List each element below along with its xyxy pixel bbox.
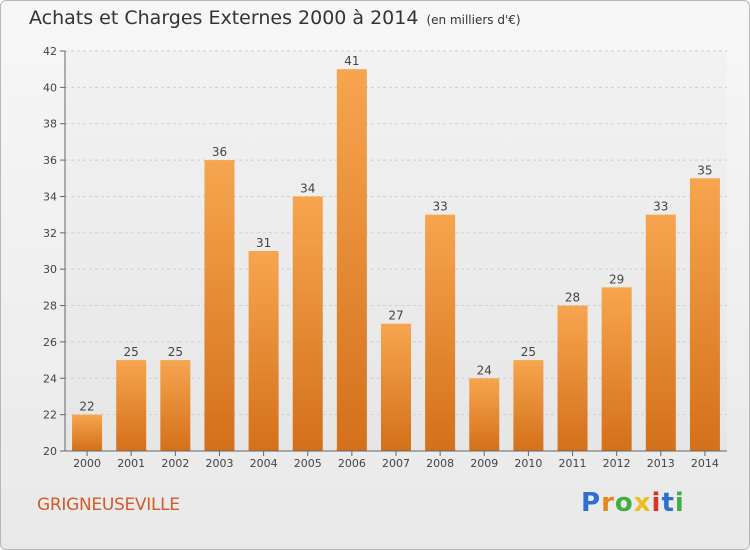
data-labels: 22 25 25 36 31 34 41 27 33 24 25 28 29 33 35: [79, 54, 712, 413]
commune-name: GRIGNEUSEVILLE: [37, 495, 180, 515]
logo-letter: i: [674, 488, 685, 518]
x-tick-label-2014: 2014: [691, 457, 719, 470]
bar-2005: [292, 196, 323, 451]
value-label-2003: 36: [212, 145, 227, 159]
proxiti-logo[interactable]: Proxiti: [581, 488, 685, 518]
x-tick-label-2004: 2004: [250, 457, 278, 470]
bar-2014: [689, 178, 720, 452]
logo-letter: x: [633, 488, 652, 518]
y-tick-label: 40: [43, 81, 57, 94]
x-tick-label-2003: 2003: [205, 457, 233, 470]
x-tick-label-2007: 2007: [382, 457, 410, 470]
y-tick-label: 32: [43, 227, 57, 240]
bar-2013: [645, 214, 676, 451]
bar-2006: [336, 69, 367, 451]
x-tick-label-2005: 2005: [294, 457, 322, 470]
bar-2008: [425, 214, 456, 451]
value-label-2014: 35: [697, 163, 712, 177]
value-label-2004: 31: [256, 236, 271, 250]
bar-2004: [248, 251, 279, 451]
logo-letter: P: [581, 488, 602, 518]
value-label-2008: 33: [432, 200, 447, 214]
y-tick-label: 28: [43, 300, 57, 313]
bar-2000: [72, 414, 103, 451]
value-label-2005: 34: [300, 181, 315, 195]
bar-2007: [381, 323, 411, 451]
x-tick-label-2013: 2013: [647, 457, 675, 470]
bar-2011: [557, 305, 588, 451]
value-label-2012: 29: [609, 272, 624, 286]
y-tick-label: 22: [43, 409, 57, 422]
y-tick-label: 42: [43, 45, 57, 58]
value-label-2006: 41: [344, 54, 359, 68]
y-axis: 20 22 24 26 28 30 32 34 36 38 40 42: [43, 45, 66, 458]
logo-letter: o: [614, 488, 634, 518]
value-label-2000: 22: [79, 400, 94, 414]
value-label-2010: 25: [521, 345, 536, 359]
bar-2003: [204, 160, 235, 451]
bar-2001: [116, 360, 147, 451]
logo-letter: r: [601, 488, 615, 518]
value-label-2007: 27: [388, 309, 403, 323]
value-label-2009: 24: [477, 363, 492, 377]
grid-lines: [65, 50, 727, 452]
bar-2009: [469, 378, 500, 451]
chart-title: Achats et Charges Externes 2000 à 2014 (e…: [29, 7, 521, 29]
value-label-2011: 28: [565, 291, 580, 305]
y-tick-label: 36: [43, 154, 57, 167]
x-tick-label-2011: 2011: [559, 457, 587, 470]
x-axis: 2000 2001 2002 2003 2004 2005 2006 2007 2008 2009…: [65, 450, 727, 470]
x-tick-label-2002: 2002: [161, 457, 189, 470]
bar-2002: [160, 360, 191, 451]
y-tick-label: 30: [43, 263, 57, 276]
bars: [72, 69, 720, 452]
chart-title-text: Achats et Charges Externes 2000 à 2014: [29, 7, 419, 29]
value-label-2013: 33: [653, 200, 668, 214]
value-label-2001: 25: [124, 345, 139, 359]
value-label-2002: 25: [168, 345, 183, 359]
x-tick-label-2009: 2009: [470, 457, 498, 470]
logo-letter: i: [651, 488, 662, 518]
x-tick-label-2000: 2000: [73, 457, 101, 470]
bar-2012: [601, 287, 632, 451]
logo-letter: t: [661, 488, 675, 518]
x-tick-label-2010: 2010: [514, 457, 542, 470]
bar-2010: [513, 360, 544, 451]
y-tick-label: 26: [43, 336, 57, 349]
x-tick-label-2012: 2012: [603, 457, 631, 470]
y-tick-label: 24: [43, 372, 57, 385]
x-tick-label-2001: 2001: [117, 457, 145, 470]
y-tick-label: 20: [43, 445, 57, 458]
y-tick-label: 38: [43, 118, 57, 131]
x-tick-label-2008: 2008: [426, 457, 454, 470]
chart-unit: (en milliers d'€): [426, 13, 521, 27]
x-tick-label-2006: 2006: [338, 457, 366, 470]
y-tick-label: 34: [43, 190, 57, 203]
